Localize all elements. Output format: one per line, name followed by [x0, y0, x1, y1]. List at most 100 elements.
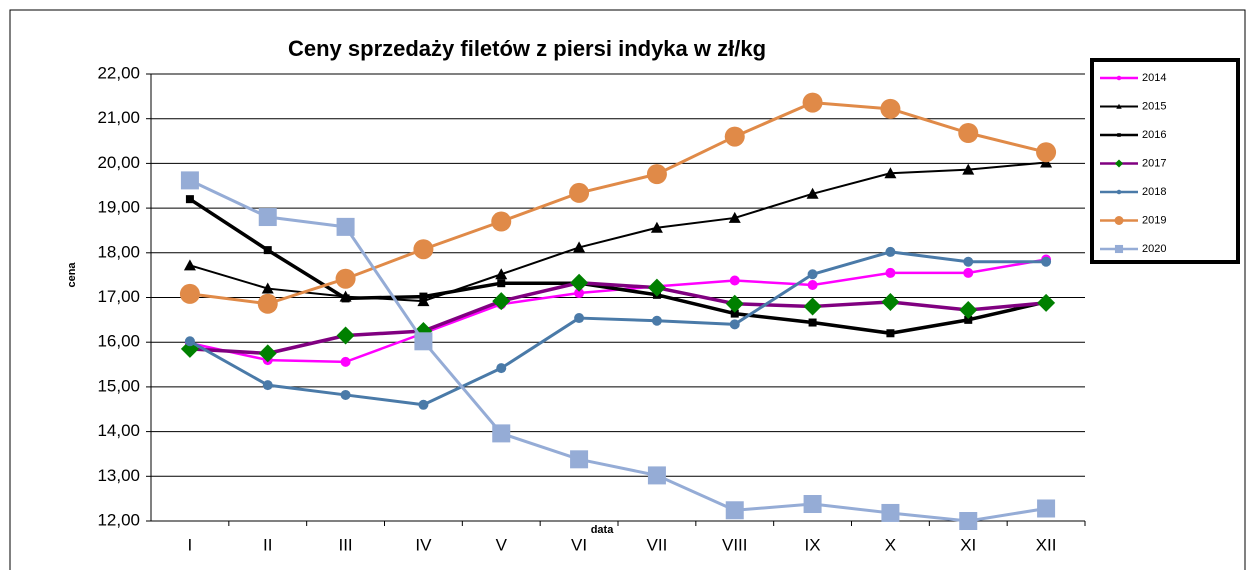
- data-point: [646, 164, 667, 185]
- y-tick-label: 16,00: [97, 332, 140, 351]
- legend-marker: [1114, 159, 1124, 168]
- data-point: [802, 92, 823, 113]
- data-point: [497, 279, 506, 288]
- y-tick-label: 18,00: [97, 242, 140, 261]
- legend-marker: [1114, 216, 1124, 225]
- x-tick-label: I: [188, 535, 193, 554]
- data-point: [728, 211, 741, 223]
- data-point: [884, 167, 897, 179]
- data-point: [570, 273, 589, 292]
- data-point: [1037, 293, 1056, 312]
- data-point: [803, 297, 822, 316]
- data-point: [492, 292, 511, 311]
- data-point: [569, 182, 590, 203]
- data-point: [263, 246, 272, 255]
- data-point: [963, 267, 974, 278]
- data-point: [886, 329, 895, 338]
- data-point: [261, 282, 274, 294]
- x-tick-label: VIII: [722, 535, 748, 554]
- data-point: [958, 123, 979, 144]
- series-line: [189, 258, 1047, 364]
- series-line: [188, 197, 1047, 336]
- y-tick-label: 19,00: [97, 198, 140, 217]
- data-point: [808, 318, 817, 327]
- chart-title: Ceny sprzedaży filetów z piersi indyka w…: [288, 36, 766, 61]
- data-point: [340, 356, 351, 367]
- data-point: [1041, 256, 1052, 267]
- data-point: [573, 241, 586, 253]
- data-point: [257, 293, 278, 314]
- legend-label: 2014: [1142, 72, 1166, 84]
- data-point: [647, 466, 666, 485]
- data-point: [258, 208, 277, 227]
- data-point: [881, 503, 900, 522]
- x-tick-label: XI: [960, 535, 976, 554]
- x-tick-label: X: [885, 535, 896, 554]
- data-point: [574, 288, 585, 299]
- data-point: [413, 239, 434, 260]
- data-point: [419, 292, 428, 301]
- data-point: [730, 309, 739, 318]
- legend-label: 2016: [1142, 129, 1166, 141]
- x-tick-label: XII: [1036, 535, 1057, 554]
- y-tick-label: 15,00: [97, 376, 140, 395]
- series-line: [189, 250, 1047, 407]
- data-point: [340, 389, 351, 400]
- data-point: [414, 332, 433, 351]
- data-point: [495, 268, 508, 280]
- data-point: [963, 256, 974, 267]
- y-tick-label: 17,00: [97, 287, 140, 306]
- chart-frame: [9, 9, 1246, 570]
- data-point: [570, 450, 589, 469]
- data-point: [959, 512, 978, 530]
- legend-label: 2018: [1142, 186, 1166, 198]
- data-point: [496, 363, 507, 374]
- y-tick-label: 21,00: [97, 108, 140, 127]
- y-tick-label: 13,00: [97, 466, 140, 485]
- y-tick-label: 12,00: [97, 510, 140, 529]
- legend-label: 2019: [1142, 214, 1166, 226]
- data-point: [185, 195, 194, 204]
- data-point: [1036, 142, 1057, 163]
- data-point: [183, 259, 196, 271]
- y-axis-label: cena: [66, 262, 78, 288]
- legend-marker: [1116, 75, 1122, 81]
- legend-marker: [1116, 189, 1122, 195]
- data-point: [258, 344, 277, 363]
- series-line: [189, 161, 1047, 303]
- data-point: [724, 126, 745, 147]
- data-point: [807, 269, 818, 280]
- legend-marker: [1117, 133, 1121, 137]
- data-point: [807, 279, 818, 290]
- data-point: [650, 221, 663, 233]
- data-point: [885, 267, 896, 278]
- data-point: [336, 217, 355, 236]
- legend-marker: [1116, 103, 1122, 109]
- data-point: [880, 98, 901, 119]
- legend-marker: [1114, 244, 1124, 254]
- data-point: [964, 315, 973, 324]
- series-line: [189, 179, 1047, 523]
- x-tick-label: IV: [415, 535, 432, 554]
- legend-label: 2020: [1142, 243, 1166, 255]
- legend-box: [1090, 58, 1240, 264]
- data-point: [729, 319, 740, 330]
- data-point: [959, 301, 978, 320]
- data-point: [885, 246, 896, 257]
- data-point: [651, 315, 662, 326]
- data-point: [262, 380, 273, 391]
- data-point: [418, 399, 429, 410]
- x-tick-label: VI: [571, 535, 587, 554]
- data-point: [881, 292, 900, 311]
- data-point: [180, 171, 199, 190]
- x-tick-label: IX: [805, 535, 821, 554]
- data-point: [806, 187, 819, 199]
- y-tick-label: 22,00: [97, 63, 140, 82]
- data-point: [729, 275, 740, 286]
- data-point: [574, 313, 585, 324]
- x-axis-label: data: [591, 524, 615, 536]
- legend-label: 2015: [1142, 100, 1166, 112]
- series-line: [189, 280, 1047, 356]
- x-tick-label: V: [496, 535, 508, 554]
